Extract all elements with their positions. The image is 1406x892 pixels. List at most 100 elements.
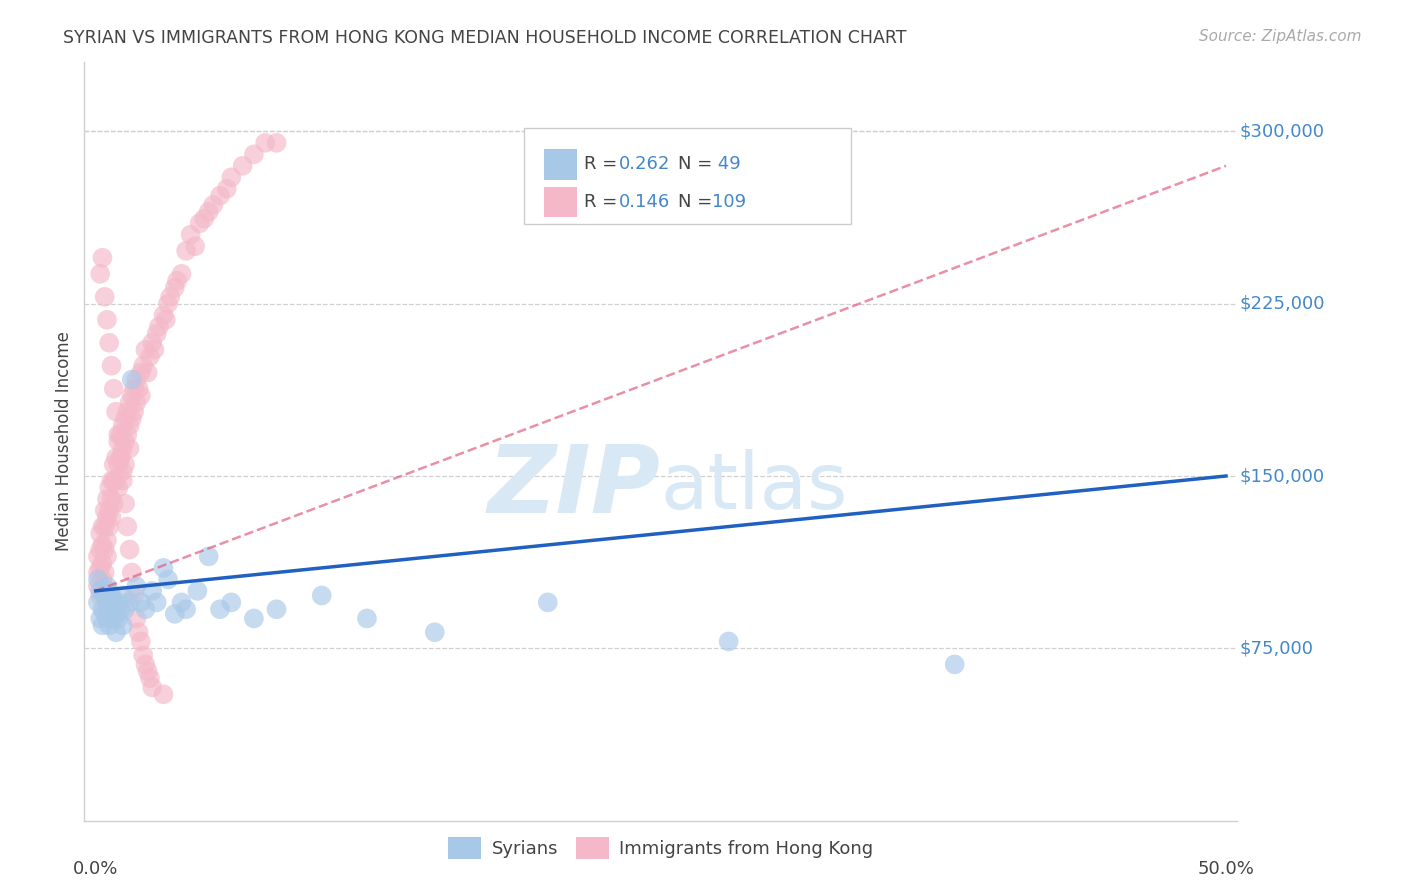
Point [98,335,121,350]
Point [134,343,156,357]
Point [93,566,115,580]
Point [111,589,134,603]
Point [221,170,243,185]
Point [93,607,115,621]
Point [125,372,148,386]
Point [143,343,166,357]
Text: $300,000: $300,000 [1240,122,1324,140]
Point [174,244,197,258]
Point [134,657,156,672]
Text: 0.146: 0.146 [619,193,671,211]
Point [107,458,129,472]
Point [98,503,121,517]
Point [111,474,134,488]
Point [105,474,128,488]
Point [91,573,114,587]
Point [118,542,141,557]
Point [91,557,114,571]
Point [943,657,966,672]
Text: Source: ZipAtlas.com: Source: ZipAtlas.com [1198,29,1361,44]
Text: N =: N = [678,155,718,173]
Point [89,583,111,598]
Point [96,595,118,609]
Point [110,450,132,465]
Point [141,681,163,695]
Point [118,442,141,456]
Point [717,634,740,648]
Point [118,595,141,609]
Point [423,625,446,640]
Point [103,595,125,609]
Point [114,602,136,616]
Text: N =: N = [678,193,718,211]
Point [91,251,114,265]
Point [152,561,174,575]
Text: $150,000: $150,000 [1240,467,1324,485]
Point [117,405,139,419]
Point [128,625,150,640]
Point [134,602,156,616]
Point [356,611,378,625]
Point [110,427,132,442]
Point [136,665,159,679]
Point [148,319,170,334]
Point [87,566,110,580]
Point [152,687,174,701]
Point [266,136,288,150]
Point [141,335,163,350]
Point [107,427,129,442]
Point [156,296,179,310]
Point [132,359,155,373]
Point [243,611,266,625]
Point [125,395,148,409]
Point [87,573,110,587]
Point [184,239,207,253]
Point [139,671,162,685]
Y-axis label: Median Household Income: Median Household Income [55,332,73,551]
Point [132,648,155,663]
Point [91,519,114,533]
Point [91,602,114,616]
Point [111,464,134,478]
Point [166,274,188,288]
Point [107,611,129,625]
Text: ZIP: ZIP [488,441,661,533]
Text: R =: R = [583,155,623,173]
Point [103,474,125,488]
Point [215,182,238,196]
Text: $225,000: $225,000 [1240,294,1326,313]
Point [100,589,122,603]
Point [122,589,145,603]
Point [114,434,136,449]
Point [107,481,129,495]
Point [111,618,134,632]
Point [537,595,560,609]
Point [114,411,136,425]
Point [105,450,128,465]
Point [96,549,118,564]
Point [96,611,118,625]
Point [98,583,121,598]
Text: 50.0%: 50.0% [1198,860,1254,878]
Text: 49: 49 [711,155,741,173]
Point [129,388,152,402]
Point [96,510,118,524]
Text: R =: R = [583,193,623,211]
Point [145,595,167,609]
Point [141,583,163,598]
Point [89,611,111,625]
Point [100,602,122,616]
Point [197,204,219,219]
Point [89,561,111,575]
Point [91,618,114,632]
Point [103,497,125,511]
Point [100,359,122,373]
Point [125,579,148,593]
Point [156,573,179,587]
Legend: Syrians, Immigrants from Hong Kong: Syrians, Immigrants from Hong Kong [441,830,880,866]
Point [118,418,141,433]
Point [152,308,174,322]
Point [103,382,125,396]
Point [117,519,139,533]
Point [170,595,193,609]
